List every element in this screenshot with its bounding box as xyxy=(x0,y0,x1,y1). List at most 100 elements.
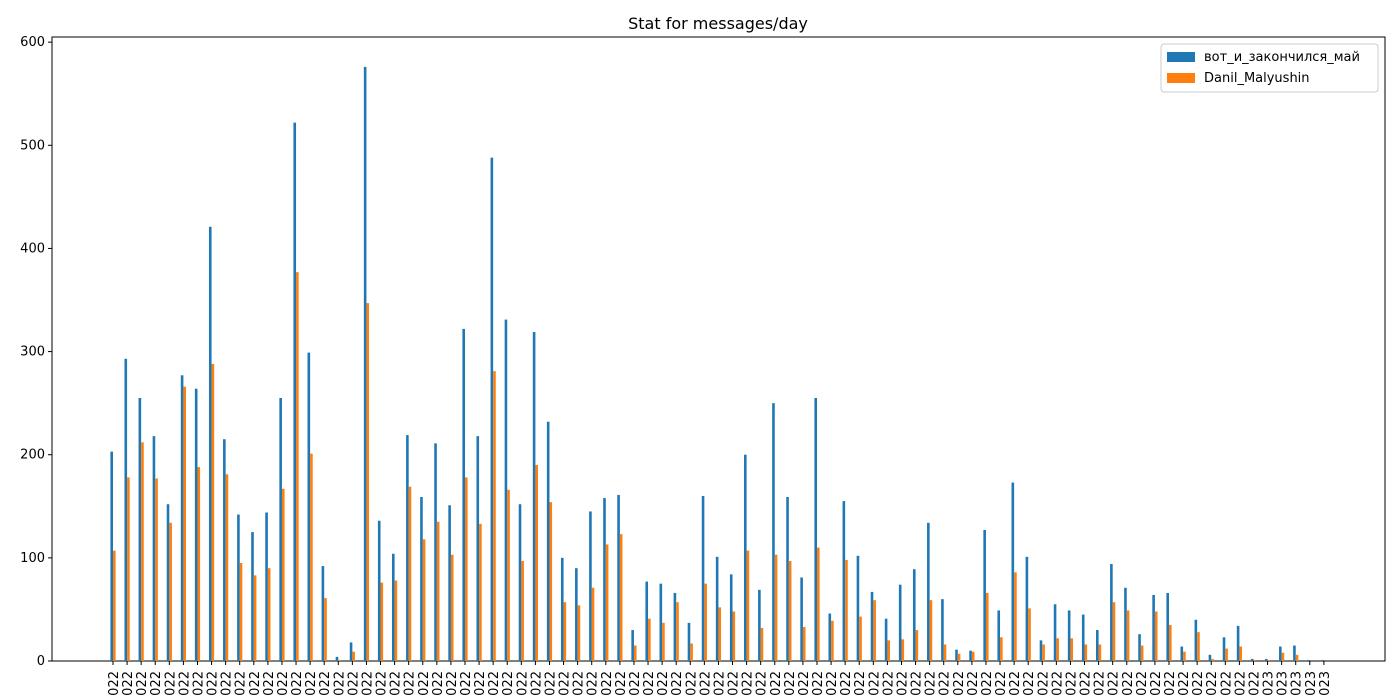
bar xyxy=(279,397,282,661)
x-tick-label: 022 xyxy=(572,671,587,696)
bar xyxy=(1025,556,1029,661)
bar xyxy=(1166,592,1169,661)
x-tick-label: 022 xyxy=(1050,671,1065,696)
y-tick-label: 400 xyxy=(20,241,45,256)
bar xyxy=(563,602,567,661)
bar xyxy=(985,592,989,661)
x-tick-label: 022 xyxy=(1121,671,1136,696)
bar xyxy=(772,403,775,661)
bar xyxy=(1321,659,1324,661)
bar xyxy=(349,642,353,661)
bar xyxy=(648,618,651,661)
x-tick-label: 022 xyxy=(712,671,727,696)
x-tick-label: 022 xyxy=(656,671,671,696)
x-tick-label: 022 xyxy=(1205,671,1220,696)
x-tick-label: 022 xyxy=(1135,671,1150,696)
bar xyxy=(476,436,480,661)
bar xyxy=(831,620,834,661)
bar xyxy=(1253,659,1257,661)
bar xyxy=(166,504,170,661)
bar xyxy=(450,554,454,661)
x-tick-label: 022 xyxy=(107,671,122,696)
bar xyxy=(1169,624,1172,661)
bar xyxy=(141,442,144,661)
bar xyxy=(324,598,327,661)
x-tick-label: 022 xyxy=(994,671,1009,696)
bar xyxy=(183,386,186,661)
bar xyxy=(1236,625,1240,661)
bar xyxy=(296,272,299,661)
bar xyxy=(729,574,733,661)
bar xyxy=(744,454,747,661)
bar xyxy=(884,618,888,661)
bar xyxy=(577,605,581,661)
bar xyxy=(152,436,156,661)
bar xyxy=(406,435,409,661)
bar xyxy=(1124,587,1127,661)
bar xyxy=(465,477,468,661)
bar xyxy=(758,589,761,661)
x-tick-label: 022 xyxy=(839,671,854,696)
bar xyxy=(223,439,226,661)
bar xyxy=(462,328,465,661)
bar xyxy=(549,502,553,661)
bar xyxy=(589,511,592,661)
x-tick-label: 022 xyxy=(501,671,516,696)
bar xyxy=(955,649,958,661)
x-tick-label: 022 xyxy=(360,671,375,696)
x-tick-label: 022 xyxy=(135,671,150,696)
legend-swatch xyxy=(1167,52,1195,62)
x-tick-label: 022 xyxy=(600,671,615,696)
bar xyxy=(169,522,172,661)
bar xyxy=(828,613,832,661)
bar xyxy=(436,521,440,661)
bar xyxy=(631,630,634,661)
x-tick-label: 022 xyxy=(853,671,868,696)
bar xyxy=(490,157,494,661)
x-tick-label: 022 xyxy=(290,671,305,696)
bar xyxy=(774,554,778,661)
bar xyxy=(1307,659,1310,661)
bar xyxy=(293,122,297,661)
bar xyxy=(281,488,285,661)
bar xyxy=(546,421,550,661)
bar xyxy=(366,303,370,661)
bar xyxy=(633,645,637,661)
bar xyxy=(1293,645,1296,661)
bar xyxy=(1267,659,1271,661)
bar xyxy=(1264,658,1268,661)
bar xyxy=(915,630,919,661)
bar xyxy=(929,600,933,661)
x-tick-label: 022 xyxy=(276,671,291,696)
x-tick-label: 022 xyxy=(980,671,995,696)
bar xyxy=(518,504,522,661)
bar xyxy=(434,443,437,661)
bar xyxy=(746,550,750,661)
bar xyxy=(267,568,271,661)
bar xyxy=(1154,611,1158,661)
x-tick-label: 022 xyxy=(332,671,347,696)
legend-box xyxy=(1160,43,1379,93)
bar xyxy=(155,478,158,661)
bar xyxy=(338,659,341,661)
bar xyxy=(1281,652,1285,661)
bar xyxy=(1194,619,1198,661)
bar xyxy=(1096,630,1099,661)
x-tick-label: 022 xyxy=(797,671,812,696)
x-tick-label: 022 xyxy=(783,671,798,696)
bar xyxy=(718,607,722,661)
bar xyxy=(1138,634,1141,661)
bar xyxy=(802,626,806,661)
x-tick-label: 022 xyxy=(1219,671,1234,696)
x-tick-label: 022 xyxy=(670,671,685,696)
bar xyxy=(1126,610,1130,661)
bar xyxy=(197,467,201,661)
y-tick-label: 0 xyxy=(37,654,45,669)
x-tick-label: 022 xyxy=(206,671,221,696)
bar xyxy=(901,639,905,661)
x-tick-label: 022 xyxy=(1191,671,1206,696)
bar xyxy=(1028,608,1031,661)
x-tick-label: 022 xyxy=(1247,671,1262,696)
bar xyxy=(380,582,384,661)
bar xyxy=(943,644,947,661)
